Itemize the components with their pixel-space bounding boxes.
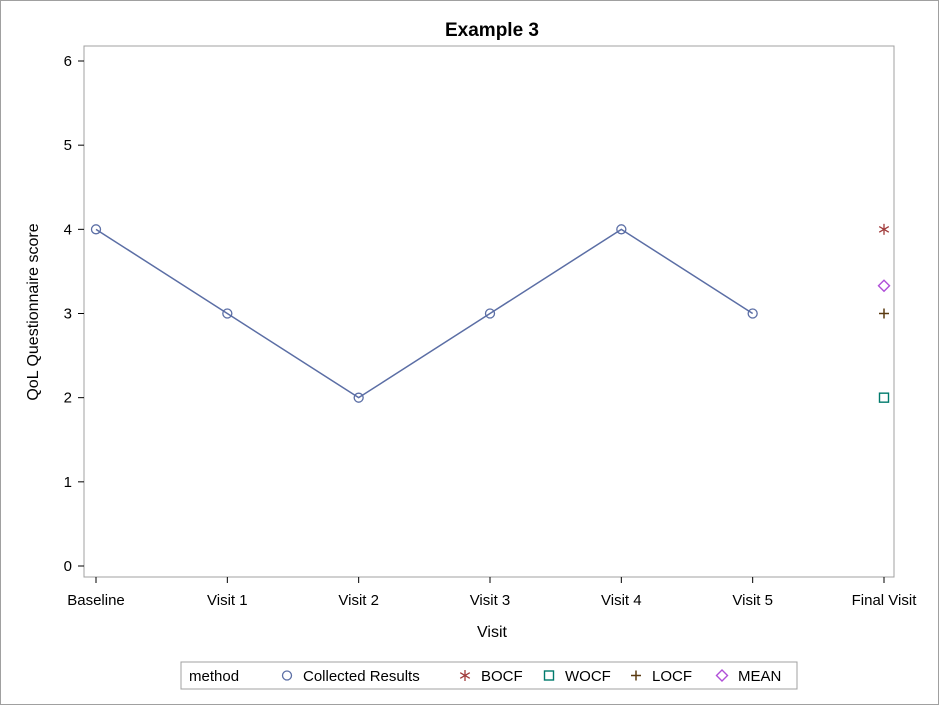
data-point-mean	[877, 279, 891, 293]
y-tick-label: 1	[64, 474, 72, 491]
legend-label-wocf: WOCF	[565, 668, 611, 685]
plot-area	[83, 45, 895, 578]
x-tick-label: Visit 1	[207, 592, 248, 609]
y-tick-label: 5	[64, 137, 72, 154]
x-axis-label: Visit	[477, 624, 507, 641]
legend-entry-locf: LOCF	[631, 668, 692, 685]
legend-label-collected-results: Collected Results	[303, 668, 420, 685]
data-point-collected-results	[353, 392, 364, 403]
x-tick-label: Visit 3	[470, 592, 511, 609]
y-tick-label: 3	[64, 306, 72, 323]
data-point-collected-results	[222, 308, 233, 319]
series-line-collected-results	[95, 228, 754, 399]
legend: method Collected Results BOCF WOCF LOCF MEAN	[180, 661, 798, 690]
legend-box	[180, 661, 798, 690]
y-tick-label: 0	[64, 558, 72, 575]
x-tick-label: Visit 5	[732, 592, 773, 609]
x-tick-label: Baseline	[67, 592, 125, 609]
x-tick-label: Final Visit	[852, 592, 918, 609]
legend-marker-collected-results	[281, 670, 293, 681]
data-point-collected-results	[747, 308, 758, 319]
y-tick-label: 2	[64, 390, 72, 407]
y-axis-label: QoL Questionnaire score	[25, 223, 42, 400]
legend-marker-locf	[631, 670, 641, 681]
data-point-collected-results	[90, 224, 102, 235]
data-point-bocf	[878, 223, 890, 235]
legend-label-mean: MEAN	[738, 668, 781, 685]
data-point-collected-results	[484, 308, 496, 319]
y-tick-label: 6	[64, 53, 72, 70]
x-tick-label: Visit 2	[338, 592, 379, 609]
chart-title: Example 3	[445, 20, 539, 41]
legend-label-locf: LOCF	[652, 668, 692, 685]
legend-title: method	[189, 668, 239, 685]
legend-marker-mean	[715, 669, 729, 682]
x-axis: Baseline Visit 1 Visit 2 Visit 3 Visit 4 Visi…	[67, 577, 917, 609]
legend-entry-collected-results: Collected Results	[281, 668, 420, 685]
series-layer	[90, 223, 891, 403]
y-axis: 0 1 2 3 4 5 6	[64, 53, 84, 575]
legend-marker-wocf	[543, 670, 555, 681]
legend-marker-bocf	[459, 670, 471, 681]
legend-entry-wocf: WOCF	[543, 668, 611, 685]
legend-entry-mean: MEAN	[715, 668, 781, 685]
y-tick-label: 4	[64, 221, 72, 238]
data-point-collected-results	[616, 224, 627, 235]
legend-label-bocf: BOCF	[481, 668, 523, 685]
legend-entry-bocf: BOCF	[459, 668, 523, 685]
x-tick-label: Visit 4	[601, 592, 642, 609]
data-point-locf	[879, 308, 889, 319]
legend-entries: Collected Results BOCF WOCF LOCF MEAN	[281, 668, 781, 685]
data-point-wocf	[878, 392, 890, 403]
